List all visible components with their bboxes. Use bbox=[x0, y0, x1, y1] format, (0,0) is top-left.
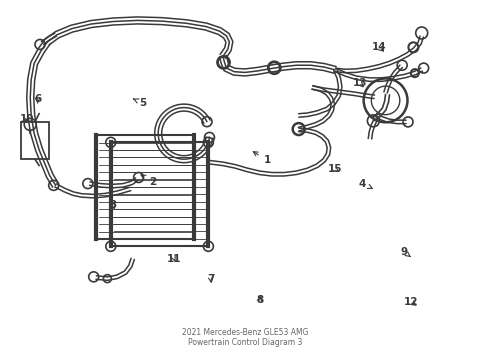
Text: 8: 8 bbox=[256, 295, 263, 305]
Text: 3: 3 bbox=[110, 200, 117, 210]
Text: 15: 15 bbox=[328, 164, 343, 174]
Text: 1: 1 bbox=[253, 152, 270, 165]
Text: 5: 5 bbox=[133, 98, 146, 108]
Text: 11: 11 bbox=[167, 254, 181, 264]
Text: 2021 Mercedes-Benz GLE53 AMG
Powertrain Control Diagram 3: 2021 Mercedes-Benz GLE53 AMG Powertrain … bbox=[182, 328, 308, 347]
Text: 13: 13 bbox=[352, 78, 367, 88]
Text: 4: 4 bbox=[359, 179, 372, 189]
Text: 7: 7 bbox=[207, 274, 215, 284]
Text: 14: 14 bbox=[372, 42, 387, 52]
Bar bbox=[111, 142, 208, 246]
Text: 12: 12 bbox=[404, 297, 418, 307]
Text: 6: 6 bbox=[34, 94, 41, 104]
Bar bbox=[96, 135, 194, 239]
Text: 2: 2 bbox=[141, 175, 156, 187]
Text: 10: 10 bbox=[20, 114, 34, 124]
Text: 9: 9 bbox=[400, 247, 410, 257]
Bar bbox=[21, 122, 49, 159]
